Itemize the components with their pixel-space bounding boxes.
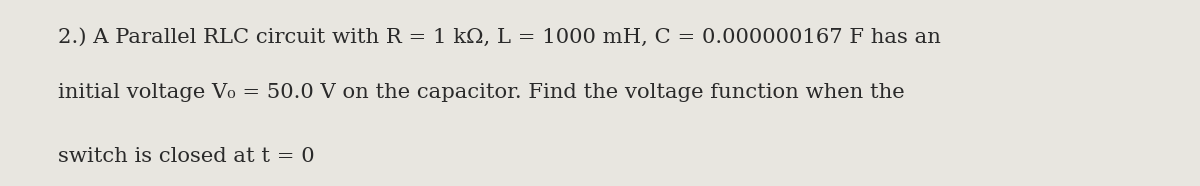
- Text: initial voltage V₀ = 50.0 V on the capacitor. Find the voltage function when the: initial voltage V₀ = 50.0 V on the capac…: [58, 84, 905, 102]
- Text: 2.) A Parallel RLC circuit with R = 1 kΩ, L = 1000 mH, C = 0.000000167 F has an: 2.) A Parallel RLC circuit with R = 1 kΩ…: [58, 28, 941, 47]
- Text: switch is closed at t = 0: switch is closed at t = 0: [58, 147, 314, 166]
